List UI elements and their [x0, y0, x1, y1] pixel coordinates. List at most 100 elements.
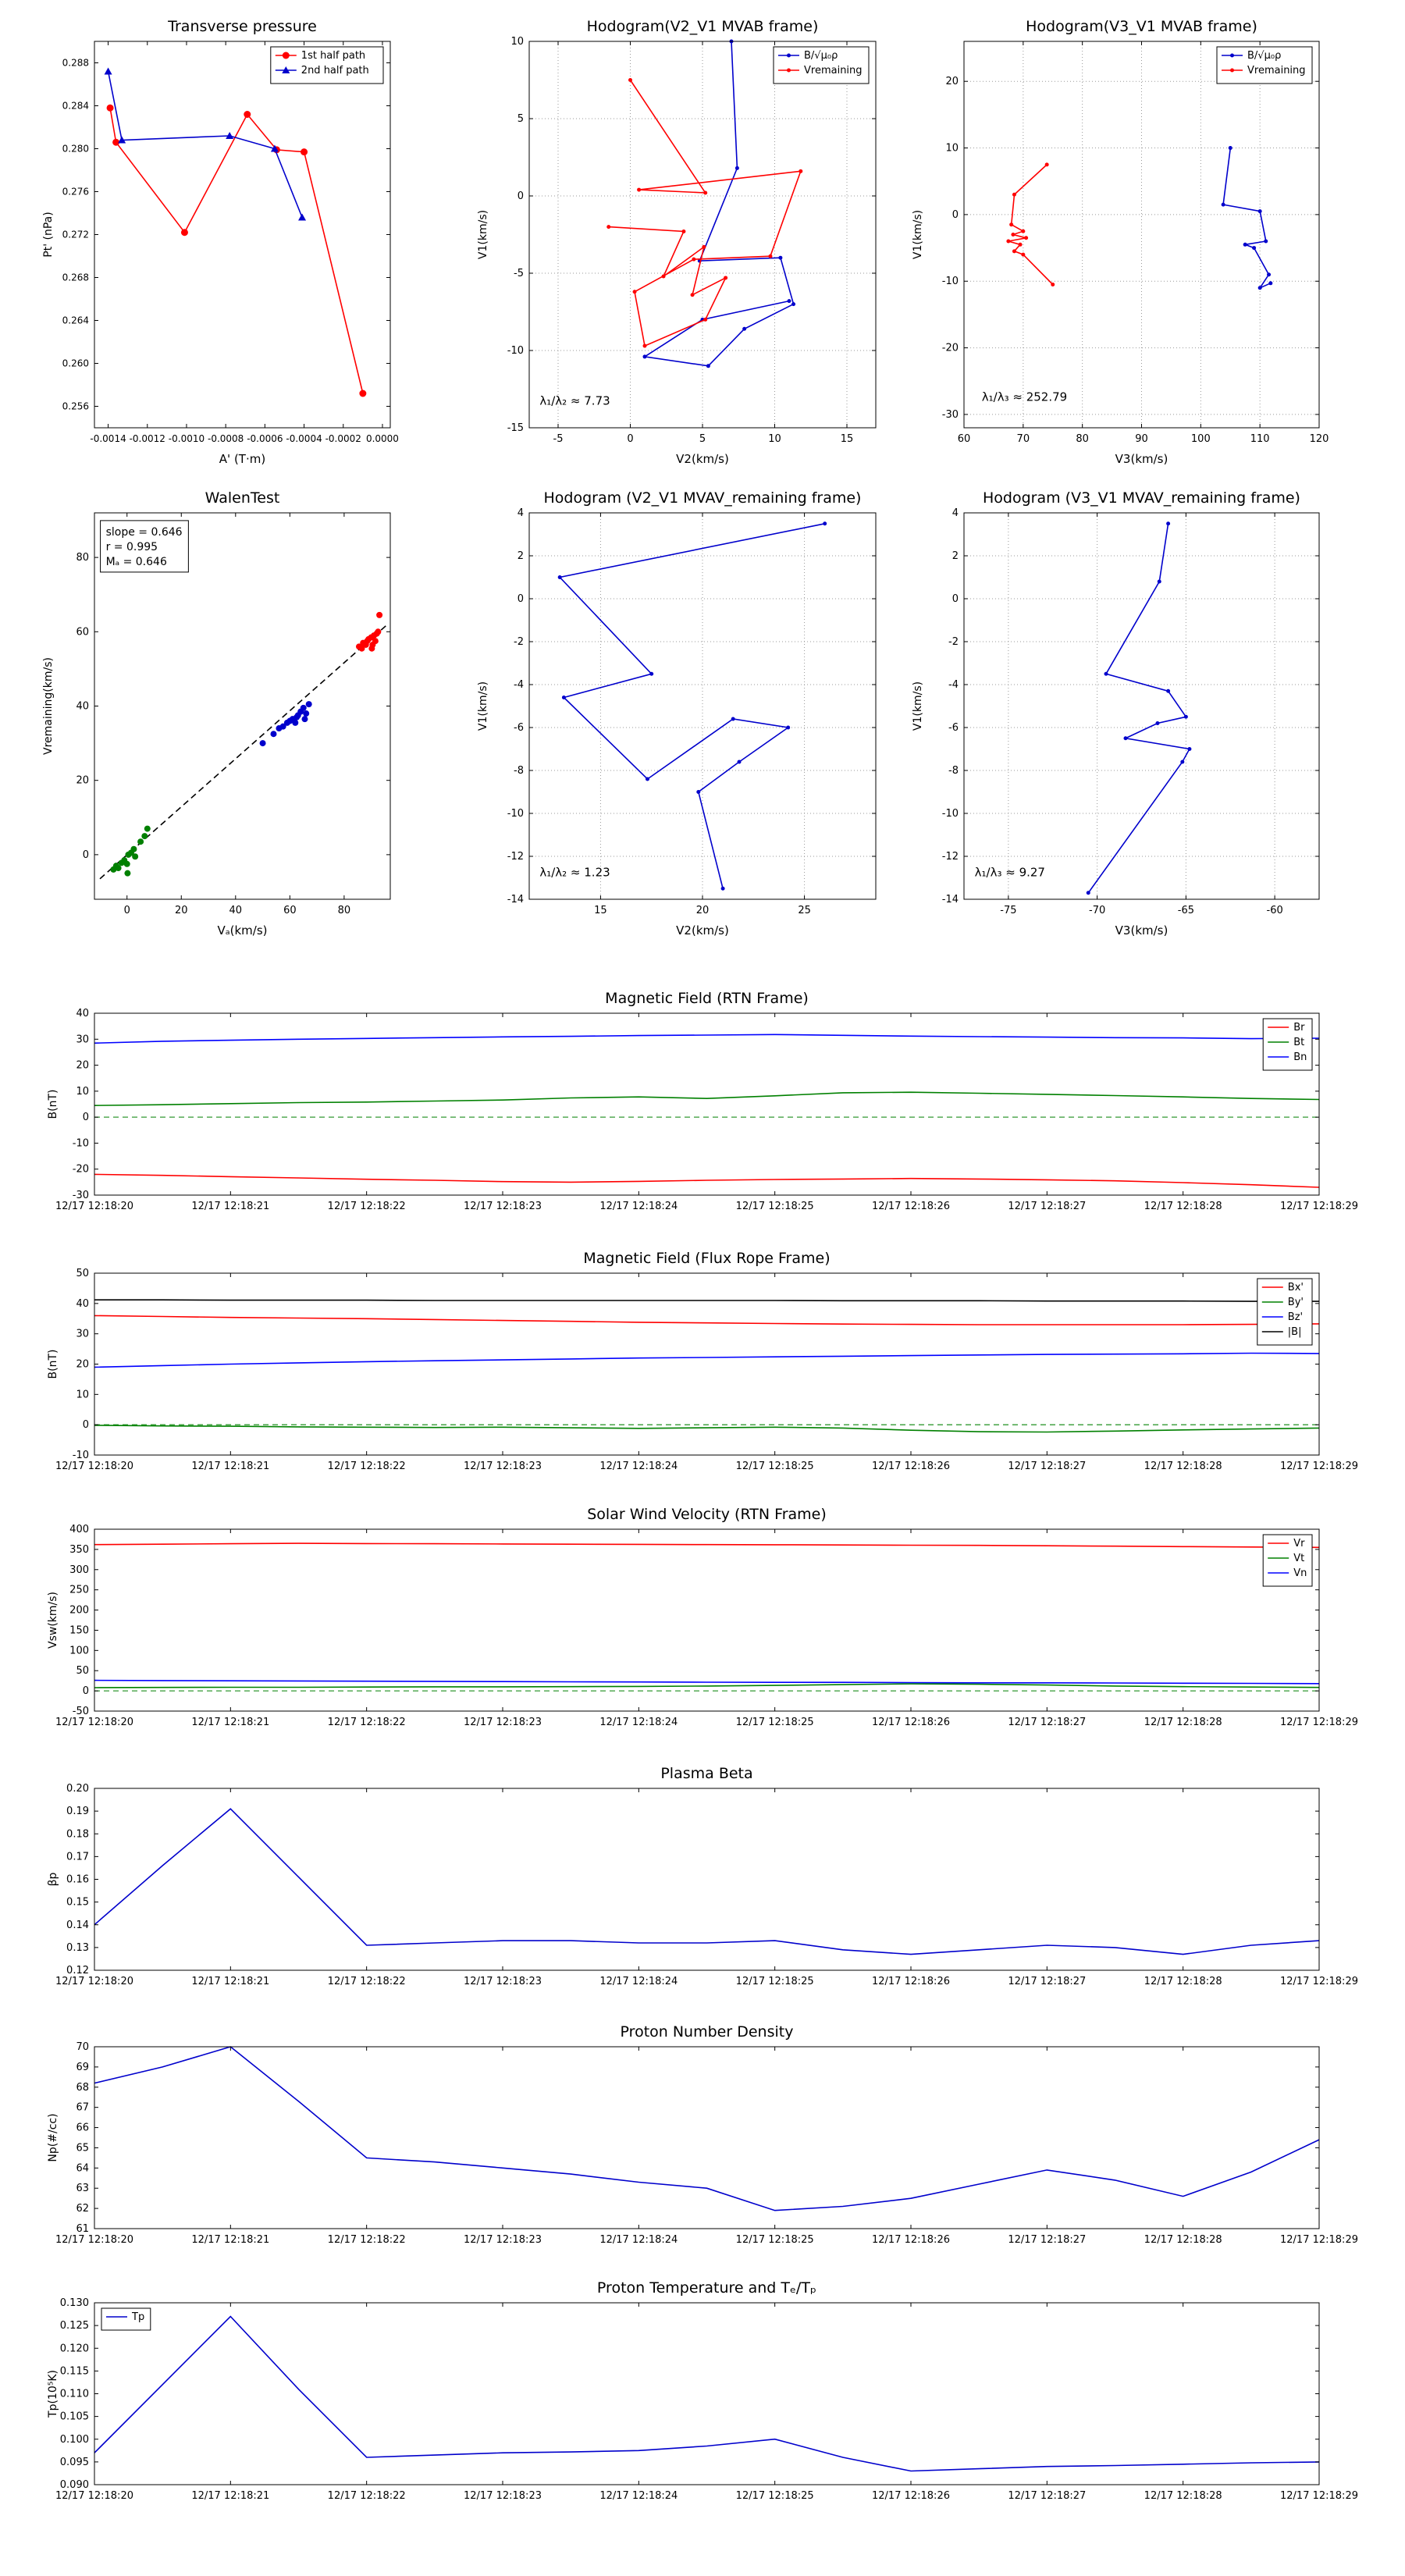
- chart-svg-proton-temperature: 12/17 12:18:20 12/17 12:18:21 12/17 12:18:…: [47, 2279, 1358, 2502]
- x-tick-label: 5: [699, 433, 706, 445]
- legend: 1st half path 2nd half path: [270, 46, 384, 84]
- x-tick-label: 12/17 12:18:29: [1280, 1717, 1358, 1728]
- plot-area: [964, 513, 1319, 899]
- data-point: [742, 326, 747, 331]
- legend-label: 1st half path: [301, 50, 365, 62]
- axes-frame: [94, 1272, 1320, 1456]
- chart-solar-wind-velocity: 12/17 12:18:20 12/17 12:18:21 12/17 12:18:…: [47, 1494, 1358, 1742]
- data-point: [1243, 242, 1247, 247]
- y-tick-label: 20: [76, 775, 89, 787]
- y-axis-label: Vremaining(km/s): [42, 657, 55, 755]
- legend: B/√μ₀ρ Vremaining: [773, 46, 870, 84]
- y-tick-label: -12: [942, 851, 959, 863]
- series-line: [99, 624, 389, 880]
- x-tick-label: 0: [124, 905, 130, 916]
- x-tick-label: 12/17 12:18:21: [191, 2490, 269, 2502]
- x-tick-label: 0.0000: [366, 433, 399, 444]
- y-axis-label: Tp(10⁵K): [47, 2370, 59, 2418]
- data-point: [282, 66, 290, 73]
- data-point: [130, 845, 137, 852]
- data-point: [1006, 239, 1011, 244]
- x-tick-label: -0.0010: [169, 433, 205, 444]
- data-point: [358, 645, 365, 652]
- data-point: [359, 390, 367, 397]
- data-point: [270, 731, 277, 738]
- x-tick-label: 12/17 12:18:20: [55, 1717, 133, 1728]
- data-point: [1104, 671, 1108, 676]
- data-point: [1018, 242, 1023, 247]
- data-point: [787, 53, 791, 58]
- x-tick-label: 12/17 12:18:22: [328, 2490, 406, 2502]
- x-tick-label: 12/17 12:18:23: [464, 2234, 542, 2246]
- x-tick-label: 12/17 12:18:20: [55, 2234, 133, 2246]
- y-tick-label: 50: [76, 1665, 89, 1677]
- data-point: [1268, 281, 1273, 286]
- data-point: [1230, 53, 1234, 58]
- chart-magnetic-field-flux-rope: 12/17 12:18:20 12/17 12:18:21 12/17 12:18:…: [47, 1238, 1358, 1486]
- data-point: [1221, 202, 1225, 207]
- chart-plasma-beta: 12/17 12:18:20 12/17 12:18:21 12/17 12:18:…: [47, 1753, 1358, 2001]
- y-tick-label: -10: [73, 1450, 89, 1461]
- x-tick-label: 12/17 12:18:26: [872, 2234, 950, 2246]
- y-tick-label: 65: [76, 2142, 89, 2154]
- data-point: [791, 302, 796, 307]
- y-tick-label: -2: [948, 636, 959, 648]
- x-tick-label: 120: [1310, 433, 1329, 445]
- x-tick-label: 12/17 12:18:26: [872, 1461, 950, 1472]
- data-point: [1264, 239, 1268, 244]
- chart-svg-hodogram-v2v1-mvav: 15 20 25 -14 -12 -10 -8 -6 -4 -2 0 2 4 Hodogram (V2_V…: [477, 489, 877, 938]
- data-point: [1187, 747, 1192, 751]
- axes-frame: [94, 512, 391, 900]
- legend-label: Bz': [1288, 1311, 1303, 1323]
- chart-svg-magnetic-field-flux-rope: 12/17 12:18:20 12/17 12:18:21 12/17 12:18:…: [47, 1250, 1358, 1472]
- chart-magnetic-field-rtn: 12/17 12:18:20 12/17 12:18:21 12/17 12:18:…: [47, 978, 1358, 1226]
- x-tick-label: 12/17 12:18:26: [872, 1976, 950, 1987]
- y-tick-label: 250: [69, 1585, 89, 1596]
- y-tick-label: 67: [76, 2102, 89, 2114]
- y-tick-label: 30: [76, 1329, 89, 1340]
- y-tick-label: 0.12: [66, 1965, 89, 1976]
- data-point: [787, 299, 791, 304]
- chart-title: Magnetic Field (Flux Rope Frame): [583, 1250, 830, 1267]
- chart-title: Hodogram (V3_V1 MVAV_remaining frame): [983, 489, 1300, 507]
- x-tick-label: -0.0008: [208, 433, 244, 444]
- x-tick-label: -0.0004: [286, 433, 322, 444]
- data-point: [1011, 233, 1016, 237]
- data-point: [557, 575, 562, 579]
- data-point: [124, 870, 131, 877]
- y-tick-label: -2: [514, 636, 524, 648]
- data-point: [702, 244, 706, 249]
- x-tick-label: 40: [229, 905, 243, 916]
- chart-proton-temperature: 12/17 12:18:20 12/17 12:18:21 12/17 12:18:…: [47, 2268, 1358, 2516]
- series-line: [94, 1683, 1320, 1688]
- y-tick-label: 0.276: [62, 187, 89, 197]
- y-tick-label: 66: [76, 2122, 89, 2134]
- x-tick-label: 12/17 12:18:28: [1144, 2490, 1222, 2502]
- data-point: [112, 138, 120, 146]
- chart-title: WalenTest: [205, 489, 280, 507]
- annotation-text: Mₐ = 0.646: [106, 556, 167, 568]
- data-point: [1183, 714, 1188, 719]
- series-line: [94, 1425, 1320, 1433]
- y-tick-label: 0: [83, 1419, 89, 1431]
- y-tick-label: 200: [69, 1605, 89, 1617]
- data-point: [1051, 283, 1055, 287]
- y-tick-label: 5: [518, 113, 524, 125]
- x-tick-label: 12/17 12:18:22: [328, 1976, 406, 1987]
- plot-area: [94, 1788, 1319, 1970]
- data-point: [799, 169, 803, 173]
- legend-label: |B|: [1288, 1326, 1302, 1338]
- y-tick-label: 68: [76, 2082, 89, 2094]
- x-tick-label: 12/17 12:18:21: [191, 2234, 269, 2246]
- series-line: [1087, 523, 1191, 894]
- legend-label: Vt: [1293, 1553, 1304, 1564]
- series-line: [94, 1173, 1320, 1188]
- y-tick-label: 40: [76, 1008, 89, 1019]
- y-tick-label: -5: [514, 268, 524, 279]
- x-tick-label: 0: [627, 433, 633, 445]
- data-point: [244, 111, 251, 118]
- legend-label: Vr: [1293, 1538, 1305, 1550]
- data-point: [1155, 721, 1160, 725]
- y-tick-label: -30: [73, 1190, 89, 1201]
